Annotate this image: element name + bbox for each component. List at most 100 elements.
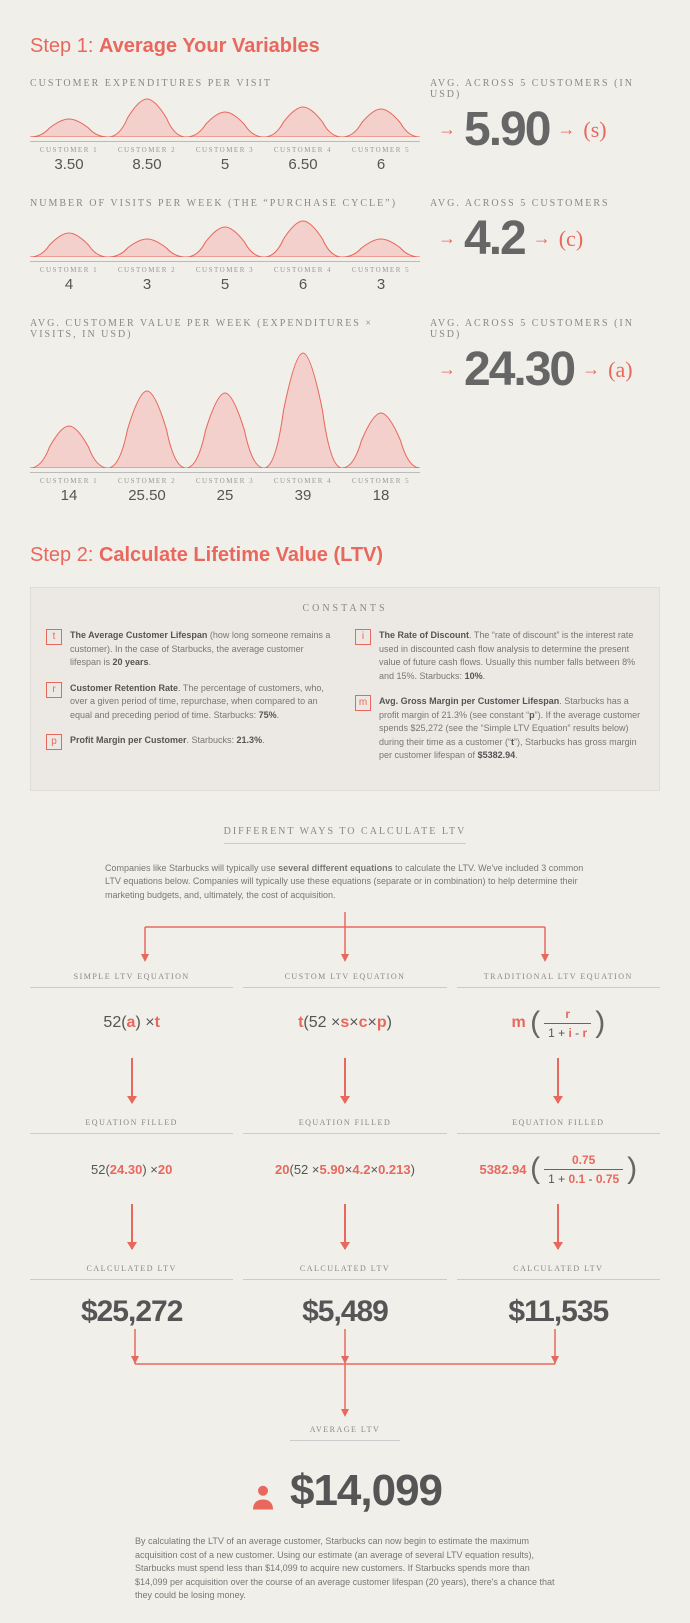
customer-value: 4 — [30, 276, 108, 293]
constant-text: Profit Margin per Customer. Starbucks: 2… — [70, 734, 265, 750]
eq-name-custom: CUSTOM LTV EQUATION — [243, 972, 446, 988]
variable-label: (a) — [608, 357, 632, 383]
branch-diagram — [105, 912, 585, 962]
customer-cell: CUSTOMER 5 3 — [342, 262, 420, 293]
customer-cell: CUSTOMER 1 14 — [30, 473, 108, 504]
customer-value: 6 — [342, 156, 420, 173]
customer-cell: CUSTOMER 1 4 — [30, 262, 108, 293]
arrow-icon: → — [438, 119, 456, 140]
arrow-icon: → — [533, 228, 551, 249]
customer-cell: CUSTOMER 2 25.50 — [108, 473, 186, 504]
customer-value: 5 — [186, 276, 264, 293]
eq-filled-simple: 52(24.30) × 20 — [30, 1149, 233, 1189]
constant-item: tThe Average Customer Lifespan (how long… — [46, 629, 335, 670]
constant-badge: m — [355, 695, 371, 711]
constant-text: Avg. Gross Margin per Customer Lifespan.… — [379, 695, 644, 763]
eq-name-traditional: TRADITIONAL LTV EQUATION — [457, 972, 660, 988]
customer-label: CUSTOMER 1 — [30, 477, 108, 485]
avg-value: 4.2 — [464, 211, 525, 266]
diff-title: DIFFERENT WAYS TO CALCULATE LTV — [224, 826, 467, 844]
customer-label: CUSTOMER 4 — [264, 266, 342, 274]
avg-value: 24.30 — [464, 342, 574, 397]
avg-ltv-value: $14,099 — [290, 1466, 442, 1515]
down-arrow-icon — [557, 1204, 559, 1249]
step2-title: Step 2: Calculate Lifetime Value (LTV) — [30, 544, 660, 567]
step1-prefix: Step 1: — [30, 35, 99, 57]
customer-cell: CUSTOMER 3 5 — [186, 262, 264, 293]
eq-col-traditional: TRADITIONAL LTV EQUATION m ( r1 + i - r … — [457, 972, 660, 1329]
variable-label: (s) — [583, 117, 606, 143]
customer-cell: CUSTOMER 13.50 — [30, 142, 108, 173]
constant-item: r Customer Retention Rate. The percentage… — [46, 682, 335, 723]
customer-value: 25.50 — [108, 487, 186, 504]
customer-label: CUSTOMER 5 — [342, 266, 420, 274]
avg-value: 5.90 — [464, 102, 549, 157]
arrow-icon: → — [557, 119, 575, 140]
customer-label: CUSTOMER 2 — [108, 146, 186, 154]
customer-value: 3 — [342, 276, 420, 293]
diff-intro-text: Companies like Starbucks will typically … — [105, 862, 585, 903]
customer-value: 8.50 — [108, 156, 186, 173]
customer-value: 6.50 — [264, 156, 342, 173]
eq-filled-custom: 20(52 × 5.90 × 4.2 × 0.213) — [243, 1149, 446, 1189]
eq-formula-traditional: m ( r1 + i - r ) — [457, 1003, 660, 1043]
constant-badge: r — [46, 682, 62, 698]
down-arrow-icon — [344, 1204, 346, 1249]
customer-value: 5 — [186, 156, 264, 173]
customer-label: CUSTOMER 3 — [186, 266, 264, 274]
arrow-icon: → — [582, 359, 600, 380]
customer-cell: CUSTOMER 4 6 — [264, 262, 342, 293]
ltv-result-traditional: $11,535 — [457, 1295, 660, 1329]
customer-value: 6 — [264, 276, 342, 293]
arrow-icon: → — [438, 228, 456, 249]
avg-label: AVG. ACROSS 5 CUSTOMERS — [430, 198, 660, 209]
customer-label: CUSTOMER 1 — [30, 266, 108, 274]
customer-cell: CUSTOMER 5 18 — [342, 473, 420, 504]
avg-label: AVG. ACROSS 5 CUSTOMERS (IN USD) — [430, 318, 660, 340]
customer-label: CUSTOMER 4 — [264, 477, 342, 485]
customer-label: CUSTOMER 5 — [342, 477, 420, 485]
customer-label: CUSTOMER 2 — [108, 266, 186, 274]
chart-row: CUSTOMER EXPENDITURES PER VISIT CUSTOMER … — [30, 78, 660, 173]
wave-chart — [30, 97, 420, 137]
constant-text: Customer Retention Rate. The percentage … — [70, 682, 335, 723]
eq-name-simple: SIMPLE LTV EQUATION — [30, 972, 233, 988]
eq-calc-label: CALCULATED LTV — [457, 1264, 660, 1280]
variable-label: (c) — [559, 226, 583, 252]
customer-value: 39 — [264, 487, 342, 504]
customer-cell: CUSTOMER 3 5 — [186, 142, 264, 173]
eq-formula-simple: 52(a) × t — [30, 1003, 233, 1043]
wave-chart — [30, 348, 420, 468]
step2-prefix: Step 2: — [30, 544, 99, 566]
constants-left-col: tThe Average Customer Lifespan (how long… — [46, 629, 335, 775]
customer-label: CUSTOMER 3 — [186, 477, 264, 485]
person-icon — [248, 1482, 278, 1520]
step2-bold: Calculate Lifetime Value (LTV) — [99, 544, 383, 566]
down-arrow-icon — [131, 1058, 133, 1103]
chart-label: AVG. CUSTOMER VALUE PER WEEK (EXPENDITUR… — [30, 318, 420, 340]
avg-label: AVG. ACROSS 5 CUSTOMERS (IN USD) — [430, 78, 660, 100]
customer-cell: CUSTOMER 2 8.50 — [108, 142, 186, 173]
chart-label: CUSTOMER EXPENDITURES PER VISIT — [30, 78, 420, 89]
customer-value: 3 — [108, 276, 186, 293]
down-arrow-icon — [344, 1058, 346, 1103]
customer-value: 14 — [30, 487, 108, 504]
chart-row: AVG. CUSTOMER VALUE PER WEEK (EXPENDITUR… — [30, 318, 660, 504]
average-ltv: AVERAGE LTV $14,099 By calculating the L… — [30, 1419, 660, 1603]
eq-col-simple: SIMPLE LTV EQUATION 52(a) × t EQUATION F… — [30, 972, 233, 1329]
customer-cell: CUSTOMER 56 — [342, 142, 420, 173]
customer-value: 18 — [342, 487, 420, 504]
constants-right-col: iThe Rate of Discount. The “rate of disc… — [355, 629, 644, 775]
constant-item: m Avg. Gross Margin per Customer Lifespan… — [355, 695, 644, 763]
eq-filled-label: EQUATION FILLED — [457, 1118, 660, 1134]
eq-calc-label: CALCULATED LTV — [243, 1264, 446, 1280]
avg-ltv-label: AVERAGE LTV — [290, 1425, 401, 1441]
chart-row: NUMBER OF VISITS PER WEEK (THE “PURCHASE… — [30, 198, 660, 293]
down-arrow-icon — [557, 1058, 559, 1103]
customer-label: CUSTOMER 2 — [108, 477, 186, 485]
customer-label: CUSTOMER 1 — [30, 146, 108, 154]
constants-card: CONSTANTS tThe Average Customer Lifespan… — [30, 587, 660, 791]
constant-badge: i — [355, 629, 371, 645]
customer-label: CUSTOMER 3 — [186, 146, 264, 154]
customer-cell: CUSTOMER 46.50 — [264, 142, 342, 173]
